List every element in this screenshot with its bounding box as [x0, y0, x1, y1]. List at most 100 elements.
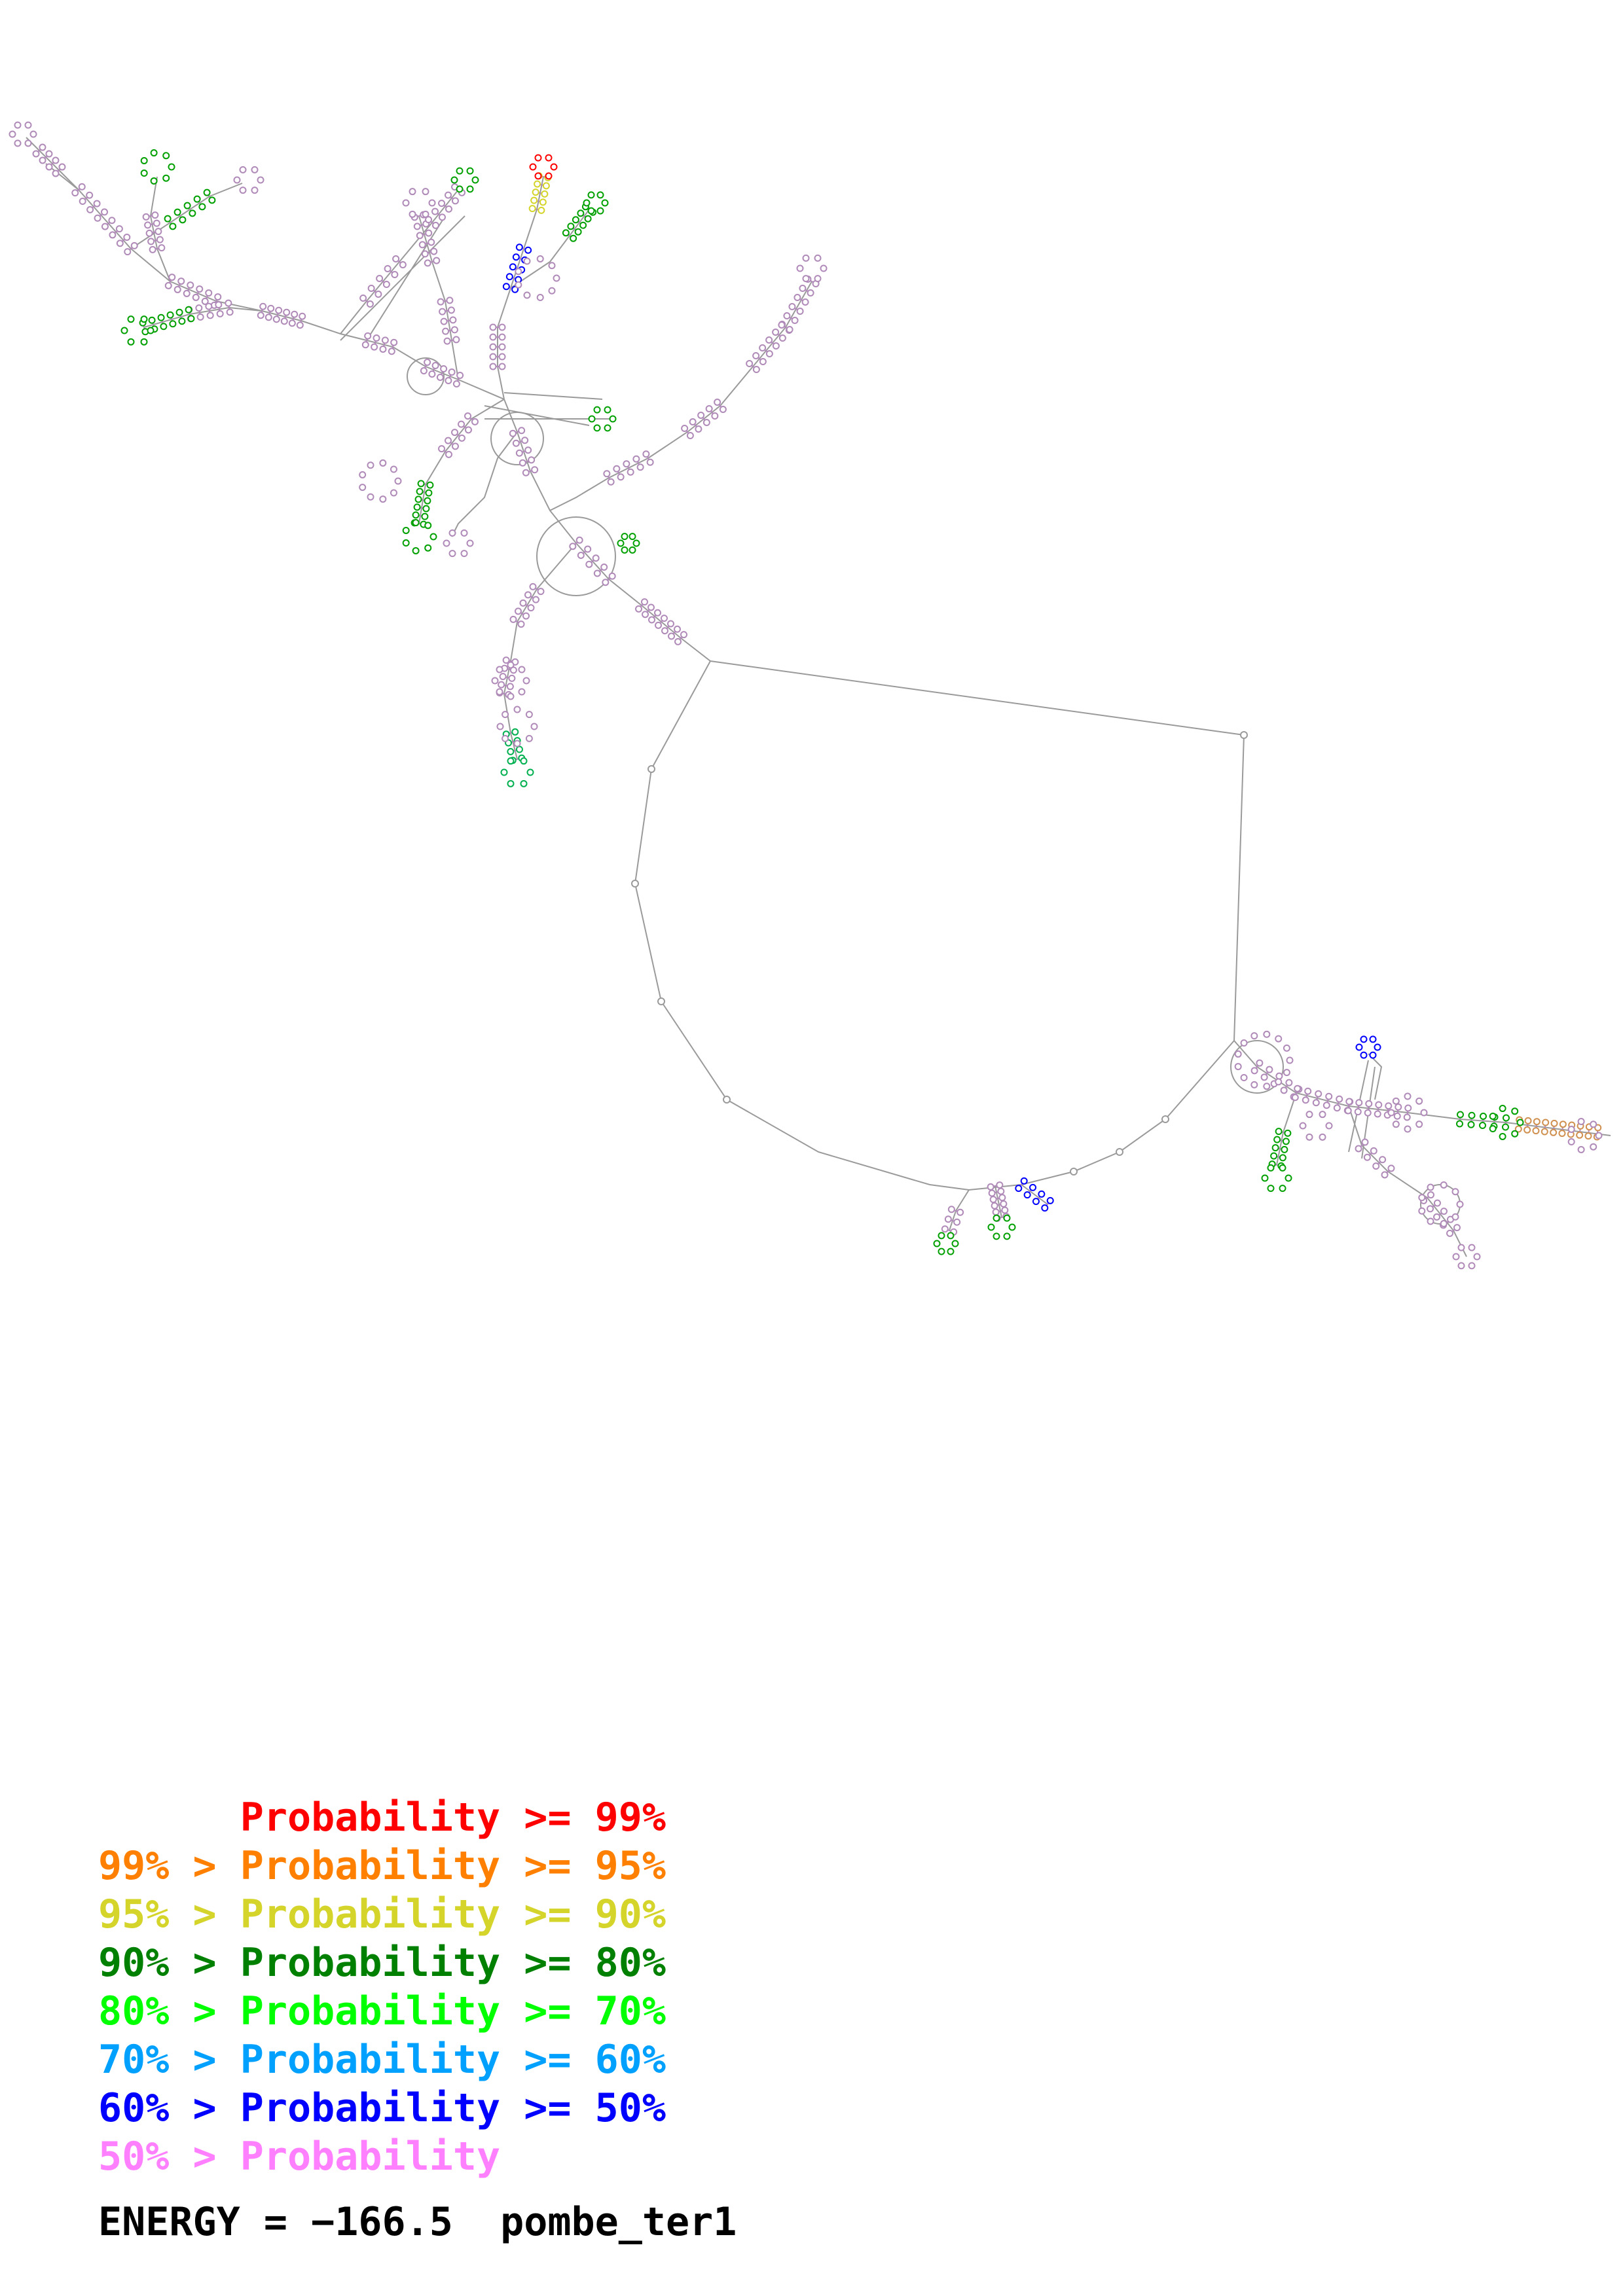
nucleotide [1375, 1101, 1383, 1109]
nucleotide [203, 188, 211, 196]
nucleotide [431, 207, 439, 215]
nucleotide [1271, 1144, 1279, 1152]
nucleotide [1499, 1132, 1506, 1140]
nucleotide [456, 372, 464, 380]
nucleotide [572, 216, 579, 224]
nucleotide [513, 740, 521, 747]
nucleotide [450, 176, 458, 184]
nucleotide [450, 326, 458, 334]
nucleotide [94, 214, 101, 222]
nucleotide [636, 463, 644, 471]
nucleotide [425, 229, 433, 237]
nucleotide [424, 497, 431, 505]
nucleotide [392, 255, 400, 263]
nucleotide [206, 312, 214, 319]
nucleotide [1404, 1092, 1412, 1100]
nucleotide [541, 190, 549, 198]
nucleotide [987, 1223, 995, 1231]
nucleotide [588, 415, 596, 423]
legend-right: 50% [594, 2085, 666, 2131]
nucleotide [587, 191, 595, 199]
nucleotide [596, 207, 604, 215]
nucleotide [1379, 1156, 1387, 1164]
nucleotide [1302, 1096, 1309, 1104]
nucleotide [364, 332, 372, 340]
nucleotide [52, 170, 60, 177]
nucleotide [604, 424, 611, 432]
nucleotide [456, 185, 464, 193]
nucleotide [518, 688, 526, 696]
nucleotide [801, 298, 809, 306]
nucleotide [629, 533, 636, 541]
nucleotide [189, 209, 196, 217]
nucleotide [512, 253, 520, 261]
nucleotide [440, 317, 448, 325]
nucleotide [1256, 1059, 1264, 1067]
nucleotide [144, 221, 152, 229]
nucleotide [1250, 1032, 1258, 1040]
nucleotide [9, 130, 16, 138]
nucleotide [233, 176, 241, 184]
hairpin-loops [9, 121, 1603, 1270]
nucleotide [562, 229, 570, 237]
nucleotide [1322, 1102, 1330, 1109]
legend-left: 95% [98, 1892, 170, 1937]
nucleotide [496, 666, 503, 673]
legend-left: 80% [98, 1988, 170, 2034]
nucleotide [150, 149, 158, 157]
nucleotide [150, 177, 158, 185]
nucleotide [1285, 1079, 1293, 1086]
nucleotide [705, 405, 713, 413]
nucleotide [421, 250, 429, 258]
nucleotide [1415, 1097, 1423, 1105]
nucleotide [145, 229, 153, 237]
nucleotide [1344, 1107, 1352, 1115]
nucleotide [431, 362, 439, 370]
nucleotide [545, 154, 553, 162]
nucleotide [1427, 1183, 1434, 1191]
nucleotide [947, 1232, 955, 1240]
nucleotide [499, 673, 507, 681]
nucleotide [1393, 1112, 1401, 1120]
nucleotide [24, 139, 32, 147]
nucleotide [577, 209, 585, 217]
nucleotide [58, 163, 66, 171]
nucleotide [178, 317, 186, 325]
nucleotide [532, 188, 539, 196]
nucleotide [1457, 1262, 1465, 1270]
nucleotide [507, 780, 515, 787]
nucleotide [115, 225, 123, 233]
nucleotide [814, 254, 822, 262]
nucleotide [525, 711, 533, 719]
nucleotide [420, 367, 428, 374]
nucleotide [548, 287, 556, 295]
nucleotide [601, 199, 609, 207]
nucleotide [1427, 1217, 1434, 1225]
nucleotide [680, 631, 687, 639]
nucleotide [1468, 1262, 1476, 1270]
nucleotide [489, 353, 497, 361]
nucleotide [537, 588, 545, 596]
nucleotide [422, 210, 429, 218]
nucleotide [414, 495, 422, 503]
nucleotide [1533, 1118, 1541, 1126]
nucleotide [445, 205, 452, 213]
nucleotide [422, 505, 430, 512]
legend-label: Probability [240, 2085, 501, 2131]
nucleotide [1283, 1069, 1290, 1077]
nucleotide [1502, 1123, 1510, 1131]
nucleotide [267, 304, 275, 312]
nucleotide [379, 345, 387, 353]
nucleotide [1319, 1111, 1326, 1119]
nucleotide [164, 281, 172, 289]
nucleotide [522, 612, 530, 620]
nucleotide [627, 468, 634, 476]
nucleotide [1467, 1121, 1475, 1128]
nucleotide [506, 683, 514, 691]
nucleotide [529, 583, 537, 590]
nucleotide [471, 176, 479, 184]
nucleotide [489, 343, 497, 351]
nucleotide [778, 321, 786, 329]
nucleotide [379, 459, 387, 467]
nucleotide [714, 399, 721, 406]
